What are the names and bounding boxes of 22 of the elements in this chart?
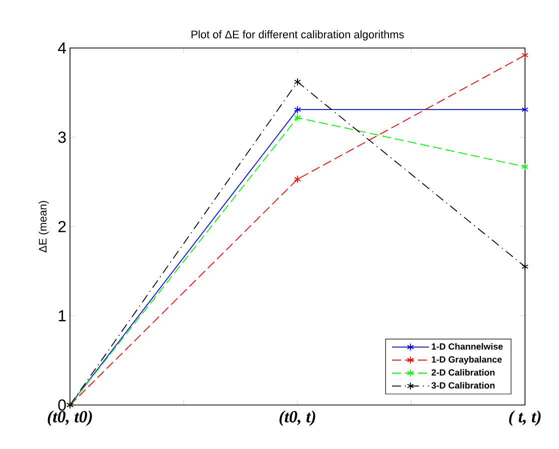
y-tick-label: 2	[58, 220, 66, 232]
point	[294, 78, 301, 86]
point	[522, 262, 528, 271]
point	[522, 106, 528, 114]
y-tick-label: 1	[58, 310, 66, 322]
point	[294, 175, 301, 184]
y-axis-title: ΔE (mean)	[38, 201, 49, 252]
point	[294, 114, 301, 122]
point	[522, 162, 528, 171]
chart-title: Plot of ΔE for different calibration algorithms	[192, 30, 404, 40]
x-tick-label: (t0, t0)	[48, 410, 92, 426]
x-tick-label: ( t, t)	[509, 410, 541, 426]
y-tick-label: 0	[58, 399, 66, 411]
legend-label: 1-D Channelwise	[432, 343, 503, 350]
point	[294, 106, 301, 114]
legend-label: 3-D Calibration	[432, 382, 495, 389]
y-tick-label: 3	[58, 132, 66, 143]
legend-label: 2-D Calibration	[432, 369, 495, 376]
y-tick-label: 4	[58, 42, 66, 54]
point	[522, 51, 528, 60]
x-tick-label: (t0, t)	[280, 410, 316, 426]
legend-label: 1-D Graybalance	[432, 356, 502, 364]
